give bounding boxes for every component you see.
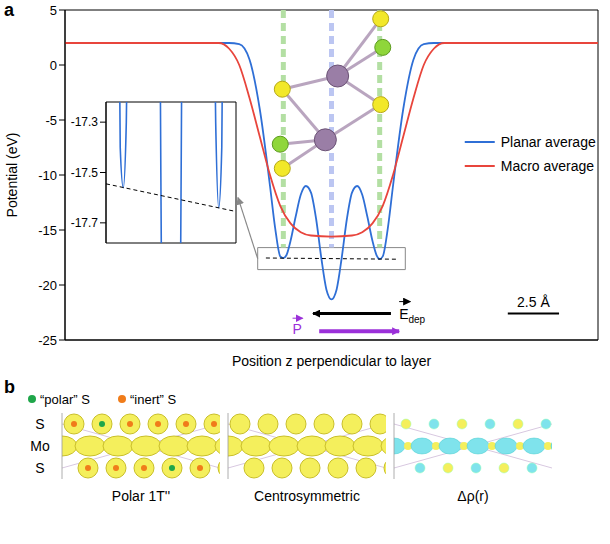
svg-text:Centrosymmetric: Centrosymmetric [254, 488, 360, 504]
svg-text:S: S [35, 460, 44, 476]
svg-text:“polar” S: “polar” S [40, 392, 90, 407]
svg-text:2.5 Å: 2.5 Å [517, 294, 550, 310]
svg-text:“inert” S: “inert” S [130, 392, 177, 407]
svg-text:Potential (eV): Potential (eV) [4, 133, 20, 218]
svg-text:Mo: Mo [30, 438, 50, 454]
svg-text:-15: -15 [38, 223, 57, 238]
svg-text:-25: -25 [38, 333, 57, 348]
svg-text:Macro average: Macro average [501, 158, 595, 174]
svg-text:-17.5: -17.5 [71, 166, 99, 180]
svg-text:-5: -5 [45, 113, 57, 128]
svg-text:5: 5 [50, 3, 57, 18]
svg-text:Polar 1T'': Polar 1T'' [112, 488, 170, 504]
svg-text:P: P [293, 321, 302, 337]
svg-text:Position z perpendicular to la: Position z perpendicular to layer [232, 353, 432, 369]
svg-text:S: S [35, 416, 44, 432]
svg-text:Edep: Edep [399, 306, 425, 325]
svg-text:Planar average: Planar average [501, 134, 596, 150]
svg-text:-17.3: -17.3 [71, 115, 99, 129]
svg-text:Δρ(r): Δρ(r) [457, 488, 488, 504]
svg-text:-20: -20 [38, 278, 57, 293]
svg-text:0: 0 [50, 58, 57, 73]
svg-text:-17.7: -17.7 [71, 216, 99, 230]
svg-text:-10: -10 [38, 168, 57, 183]
svg-text:a: a [4, 0, 15, 20]
svg-text:b: b [4, 377, 15, 397]
